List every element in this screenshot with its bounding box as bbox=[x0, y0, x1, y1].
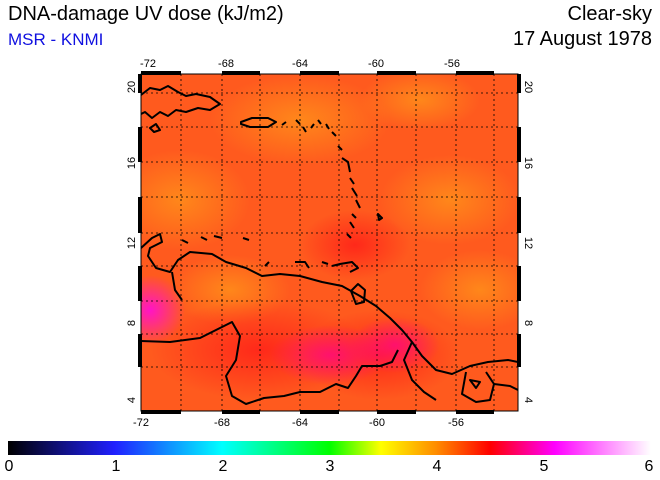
colorbar-tick-label: 3 bbox=[325, 458, 335, 475]
coastlines bbox=[141, 85, 518, 405]
lon-tick-label: -64 bbox=[292, 58, 308, 70]
lat-tick-label: 8 bbox=[126, 320, 138, 326]
lon-tick-label: -56 bbox=[448, 417, 464, 429]
map-title: DNA-damage UV dose (kJ/m2) bbox=[8, 3, 284, 25]
lat-tick-label: 12 bbox=[126, 237, 138, 249]
colorbar bbox=[8, 441, 651, 455]
map-gridlines bbox=[141, 74, 518, 411]
date-label: 17 August 1978 bbox=[512, 28, 652, 50]
lon-tick-label: -60 bbox=[368, 58, 384, 70]
colorbar-tick-label: 5 bbox=[539, 458, 549, 475]
colorbar-tick-label: 1 bbox=[111, 458, 121, 475]
lat-tick-label: 20 bbox=[522, 81, 534, 93]
lat-tick-label: 16 bbox=[522, 157, 534, 169]
lon-tick-label: -68 bbox=[218, 58, 234, 70]
lat-tick-label: 4 bbox=[126, 397, 138, 403]
source-label: MSR - KNMI bbox=[8, 30, 104, 49]
colorbar-tick-label: 2 bbox=[218, 458, 228, 475]
lon-tick-label: -64 bbox=[292, 417, 308, 429]
frame-ticks bbox=[138, 71, 521, 414]
uv-dose-field bbox=[141, 74, 518, 411]
lat-tick-label: 4 bbox=[522, 397, 534, 403]
lon-tick-label: -72 bbox=[133, 417, 149, 429]
lat-tick-label: 12 bbox=[522, 237, 534, 249]
lat-tick-label: 8 bbox=[522, 320, 534, 326]
lon-tick-label: -72 bbox=[140, 58, 156, 70]
lon-tick-label: -60 bbox=[369, 417, 385, 429]
lon-tick-label: -68 bbox=[214, 417, 230, 429]
lon-tick-label: -56 bbox=[444, 58, 460, 70]
sky-condition-label: Clear-sky bbox=[567, 3, 652, 25]
colorbar-tick-label: 4 bbox=[432, 458, 442, 475]
lat-tick-label: 16 bbox=[126, 157, 138, 169]
lat-tick-label: 20 bbox=[126, 81, 138, 93]
colorbar-tick-label: 0 bbox=[4, 458, 14, 475]
colorbar-tick-label: 6 bbox=[644, 458, 654, 475]
